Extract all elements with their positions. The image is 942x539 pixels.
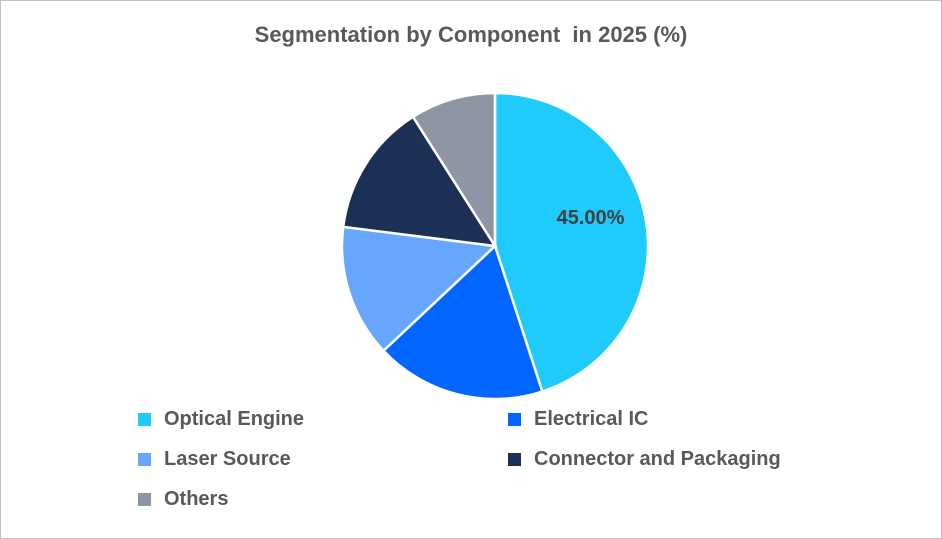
pie-slice-others (411, 91, 497, 251)
pie-slice-laser-source (340, 225, 498, 353)
legend-item: Optical Engine (138, 408, 304, 431)
legend-label: Optical Engine (164, 408, 305, 430)
legend-swatch (138, 493, 151, 506)
pie-slice-optical-engine (493, 91, 650, 394)
legend-swatch (508, 413, 521, 426)
legend-swatch (138, 413, 151, 426)
chart-title: Segmentation by Component in 2025 (%) (254, 22, 688, 47)
legend-label: Laser Source (164, 448, 291, 470)
data-label: 45.00% (557, 207, 625, 229)
legend-swatch (138, 453, 151, 466)
legend-swatch (508, 453, 521, 466)
legend-item: Laser Source (138, 448, 291, 471)
pie-slice-electrical-ic (381, 243, 544, 401)
legend-label: Electrical IC (534, 408, 649, 430)
legend-item: Others (138, 488, 228, 511)
legend-item: Connector and Packaging (508, 448, 781, 471)
legend-label: Connector and Packaging (534, 448, 781, 470)
legend-label: Others (164, 488, 229, 510)
legend-item: Electrical IC (508, 408, 649, 431)
pie-slice-connector-and-packaging (341, 115, 498, 248)
